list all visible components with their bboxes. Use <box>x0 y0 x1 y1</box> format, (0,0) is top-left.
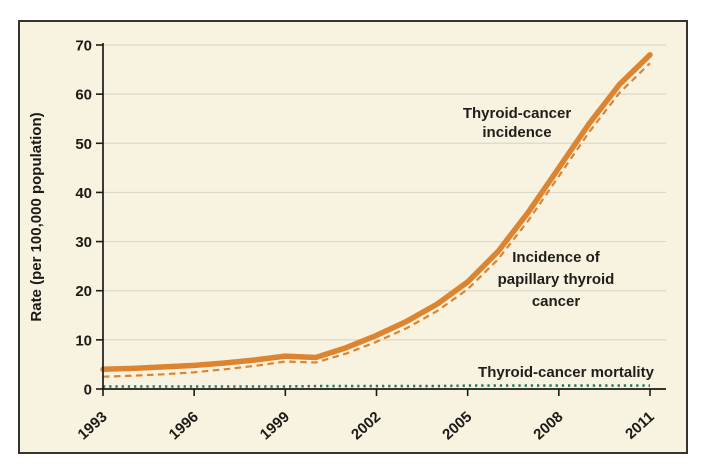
axes-layer <box>96 43 666 396</box>
y-tick-label-30: 30 <box>75 234 92 251</box>
thyroid-cancer-incidence-line <box>100 52 653 373</box>
gridlines-layer <box>103 44 666 341</box>
x-tick-label-2002: 2002 <box>348 408 384 443</box>
label-thyroid-cancer-mortality: Thyroid-cancer mortality <box>478 364 655 381</box>
y-tick-label-60: 60 <box>75 87 92 104</box>
y-tick-label-40: 40 <box>75 185 92 202</box>
annotations-layer: Thyroid-cancer incidence Incidence of papil… <box>463 105 655 381</box>
papillary-thyroid-cancer-incidence-line <box>102 62 651 378</box>
y-axis-title: Rate (per 100,000 population) <box>28 112 45 321</box>
thyroid-cancer-mortality-line <box>103 384 650 388</box>
y-tick-label-20: 20 <box>75 283 92 300</box>
x-tick-label-1996: 1996 <box>166 408 202 443</box>
label-thyroid-cancer-incidence: Thyroid-cancer incidence <box>463 105 572 141</box>
y-tick-label-0: 0 <box>84 382 92 399</box>
x-tick-label-2005: 2005 <box>439 408 475 443</box>
x-tick-label-2008: 2008 <box>530 408 566 443</box>
series-layer <box>100 52 653 388</box>
labels-layer: Rate (per 100,000 population) 0 10 20 30 40 5… <box>28 38 658 444</box>
figure-frame <box>18 20 688 454</box>
label-papillary-thyroid-cancer-incidence: Incidence of papillary thyroid cancer <box>498 249 615 310</box>
x-tick-label-2011: 2011 <box>622 408 658 442</box>
x-tick-label-1993: 1993 <box>74 408 110 443</box>
y-tick-label-70: 70 <box>75 38 92 55</box>
y-tick-label-50: 50 <box>75 136 92 153</box>
x-tick-label-1999: 1999 <box>257 408 293 443</box>
y-tick-label-10: 10 <box>75 332 92 349</box>
